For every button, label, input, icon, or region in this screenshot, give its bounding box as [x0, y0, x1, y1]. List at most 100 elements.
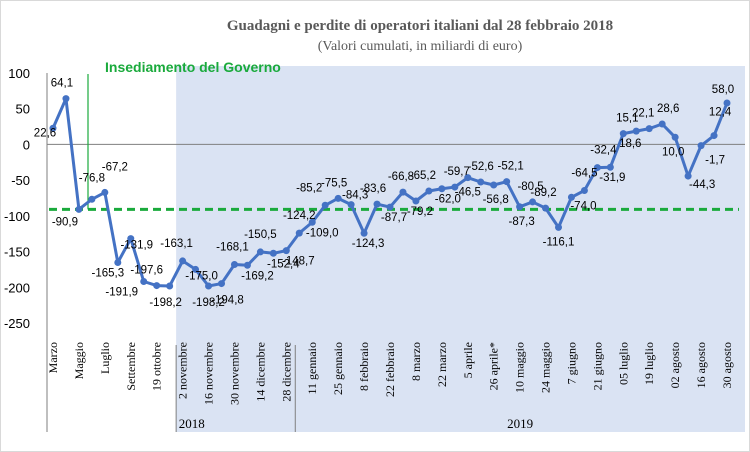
data-point [555, 223, 562, 231]
data-point [606, 163, 614, 171]
data-label: -90,9 [52, 216, 78, 228]
data-point [114, 259, 122, 266]
data-point [451, 183, 459, 191]
data-label: -168,1 [216, 242, 249, 254]
data-point [334, 194, 342, 202]
data-label: -52,6 [468, 161, 494, 173]
data-label: 15,1 [616, 113, 638, 125]
data-label: -59,7 [444, 166, 470, 178]
data-label: -52,1 [498, 161, 524, 173]
data-label: -165,3 [92, 268, 125, 280]
data-point [321, 201, 329, 209]
x-tick-label: Luglio [98, 342, 112, 374]
x-tick-label: 25 gennaio [331, 342, 345, 395]
data-label: -124,2 [283, 210, 316, 222]
data-point [425, 187, 433, 195]
data-label: -87,3 [509, 216, 535, 228]
chart-title: Guadagni e perdite di operatori italiani… [227, 18, 613, 34]
data-point [269, 249, 277, 257]
data-label: -163,1 [160, 238, 193, 250]
data-label: 12,4 [709, 107, 732, 119]
x-tick-label: 21 giugno [590, 342, 604, 390]
x-tick-label: 24 maggio [539, 342, 553, 393]
data-label: -74,0 [570, 200, 596, 212]
data-point [62, 95, 70, 103]
data-point [308, 218, 316, 226]
x-tick-label: 22 marzo [435, 342, 449, 387]
data-label: 58,0 [712, 84, 734, 96]
data-point [710, 132, 718, 140]
x-tick-label: 8 marzo [409, 342, 423, 381]
data-label: -150,5 [244, 229, 277, 241]
y-tick-label: -100 [4, 209, 30, 224]
data-label: -116,1 [543, 236, 575, 248]
data-label: -67,2 [102, 161, 128, 173]
y-tick-label: -200 [4, 280, 30, 295]
x-tick-label: 30 agosto [720, 342, 734, 388]
x-tick-label: 02 agosto [668, 342, 682, 388]
data-label: -84,3 [342, 190, 368, 202]
data-point [192, 265, 200, 273]
data-label: -31,9 [599, 172, 625, 184]
data-label: 22,6 [34, 127, 56, 139]
x-tick-label: 22 febbraio [383, 342, 397, 397]
y-tick-label: 0 [23, 137, 30, 152]
data-label: 10,0 [662, 146, 684, 158]
data-point [230, 261, 238, 268]
data-point [412, 197, 420, 205]
x-tick-label: 19 ottobre [150, 342, 164, 391]
data-point [632, 127, 640, 135]
data-point [503, 178, 511, 186]
data-point [386, 203, 394, 211]
x-tick-label: 8 febbraio [357, 342, 371, 391]
data-point [723, 99, 731, 107]
data-point [516, 203, 524, 211]
data-point [295, 229, 303, 237]
data-label: 28,6 [657, 103, 679, 115]
data-label: -65,2 [410, 170, 436, 182]
data-point [684, 172, 692, 180]
data-point [153, 282, 161, 290]
data-label: -197,6 [130, 265, 163, 277]
data-label: -169,2 [241, 270, 274, 282]
data-point [75, 205, 83, 213]
data-label: -194,8 [211, 295, 244, 307]
data-label: -66,8 [388, 171, 414, 183]
x-tick-label: 14 dicembre [253, 342, 267, 402]
y-tick-label: -150 [4, 245, 30, 260]
y-tick-label: -50 [11, 173, 30, 188]
data-point [477, 178, 485, 186]
data-label: -85,2 [296, 182, 322, 194]
data-point [282, 247, 290, 255]
data-label: -44,3 [689, 179, 715, 191]
data-label: -64,5 [571, 168, 597, 180]
data-labels-group: 22,6 64,1 -90,9 -76,8-67,2 -165,3 -131,9 -191,… [34, 78, 734, 309]
data-point [347, 201, 355, 209]
x-tick-label: 05 luglio [616, 342, 630, 385]
data-point [490, 181, 498, 189]
x-tick-label: Settembre [124, 342, 138, 391]
data-point [567, 193, 575, 201]
data-label: -89,2 [530, 187, 556, 199]
data-label: -62,0 [435, 194, 461, 206]
data-label: -75,5 [321, 177, 347, 189]
data-label: -76,8 [79, 172, 105, 184]
data-point [140, 278, 148, 285]
x-tick-label: 16 novembre [202, 342, 216, 405]
x-tick-label: 19 luglio [642, 342, 656, 385]
data-point [619, 130, 627, 138]
data-point [360, 229, 368, 237]
x-tick-label: Marzo [46, 342, 60, 373]
data-label: -80,5 [517, 181, 543, 193]
data-point [399, 188, 407, 196]
data-label: -32,4 [590, 145, 617, 157]
data-point [243, 261, 251, 269]
data-point [580, 187, 588, 194]
x-tick-label: 5 aprile [461, 342, 475, 378]
reference-line-group [49, 74, 739, 211]
data-point [205, 282, 213, 290]
year-label-2018: 2018 [179, 416, 205, 431]
data-point [179, 257, 187, 265]
data-point [542, 204, 550, 212]
x-axis-ticks: Marzo Maggio Luglio Settembre 19 ottobre 2 no… [46, 342, 734, 405]
